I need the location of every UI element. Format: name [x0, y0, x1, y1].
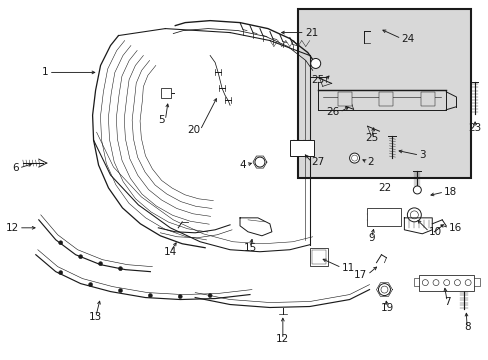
Text: 25: 25 [311, 75, 324, 85]
Text: 27: 27 [311, 157, 325, 167]
Text: 25: 25 [364, 133, 377, 143]
Circle shape [208, 293, 212, 298]
Circle shape [351, 155, 357, 161]
Circle shape [432, 280, 438, 285]
Bar [289, 140, 313, 156]
Circle shape [409, 211, 417, 219]
Text: 7: 7 [443, 297, 449, 306]
Text: 19: 19 [380, 302, 393, 312]
Text: 22: 22 [377, 183, 390, 193]
Circle shape [380, 286, 387, 293]
Text: 3: 3 [419, 150, 425, 160]
Circle shape [118, 289, 122, 293]
Bar [309, 248, 327, 266]
Text: 13: 13 [89, 312, 102, 323]
Text: 8: 8 [463, 323, 469, 332]
Text: 18: 18 [443, 187, 457, 197]
Circle shape [378, 284, 389, 296]
Text: 12: 12 [6, 223, 19, 233]
Circle shape [178, 294, 182, 298]
Text: 17: 17 [353, 270, 367, 280]
Bar [379, 92, 393, 106]
Text: 9: 9 [367, 233, 374, 243]
Text: 21: 21 [304, 28, 317, 37]
Circle shape [254, 157, 264, 167]
Bar [161, 88, 171, 98]
Text: 2: 2 [367, 157, 373, 167]
Text: 16: 16 [448, 223, 462, 233]
Text: 15: 15 [243, 243, 256, 253]
Text: 4: 4 [239, 160, 245, 170]
Text: 14: 14 [163, 247, 177, 257]
Text: 26: 26 [325, 107, 339, 117]
Circle shape [148, 293, 152, 298]
Circle shape [443, 280, 449, 285]
Text: 20: 20 [187, 125, 200, 135]
Circle shape [118, 267, 122, 271]
Circle shape [464, 280, 470, 285]
Circle shape [59, 241, 62, 245]
Text: 5: 5 [159, 115, 165, 125]
Text: 10: 10 [428, 227, 442, 237]
Circle shape [310, 58, 320, 68]
Bar [413, 278, 419, 285]
Bar [473, 278, 479, 285]
Circle shape [422, 280, 427, 285]
Text: 1: 1 [42, 67, 49, 77]
Circle shape [412, 186, 421, 194]
Circle shape [59, 271, 62, 275]
Bar [311, 250, 325, 264]
Bar [366, 208, 401, 226]
Circle shape [79, 255, 82, 259]
Text: 23: 23 [468, 123, 481, 133]
Bar [421, 92, 434, 106]
Circle shape [407, 208, 421, 222]
Text: 24: 24 [401, 33, 414, 44]
Text: 12: 12 [276, 334, 289, 345]
Bar [297, 9, 470, 178]
Circle shape [88, 283, 92, 287]
Bar [419, 275, 473, 291]
Circle shape [99, 262, 102, 266]
Text: 11: 11 [341, 263, 354, 273]
Text: 6: 6 [12, 163, 19, 173]
Circle shape [453, 280, 460, 285]
Bar [337, 92, 351, 106]
Circle shape [349, 153, 359, 163]
